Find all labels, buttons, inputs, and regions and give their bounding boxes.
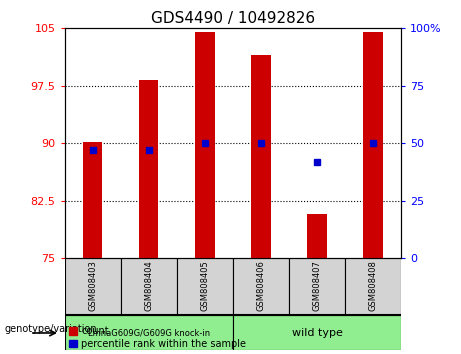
Text: GSM808406: GSM808406	[256, 260, 266, 311]
Bar	[65, 315, 233, 350]
Text: GSM808405: GSM808405	[200, 260, 209, 311]
Bar	[65, 258, 121, 315]
Bar	[233, 315, 401, 350]
Bar	[251, 55, 271, 258]
Bar	[195, 32, 214, 258]
Bar	[177, 258, 233, 315]
Bar	[289, 258, 345, 315]
Bar	[363, 32, 383, 258]
Title: GDS4490 / 10492826: GDS4490 / 10492826	[151, 11, 315, 26]
Bar	[83, 142, 102, 258]
Text: genotype/variation: genotype/variation	[5, 324, 97, 335]
Text: GSM808407: GSM808407	[313, 260, 321, 311]
Bar	[307, 214, 327, 258]
Text: wild type: wild type	[291, 328, 343, 338]
Text: GSM808403: GSM808403	[88, 260, 97, 311]
Bar	[139, 80, 159, 258]
Text: GSM808408: GSM808408	[368, 260, 378, 311]
Bar	[233, 258, 289, 315]
Bar	[121, 258, 177, 315]
Text: GSM808404: GSM808404	[144, 260, 153, 311]
Text: LmnaG609G/G609G knock-in: LmnaG609G/G609G knock-in	[88, 329, 210, 337]
Bar	[345, 258, 401, 315]
Legend: count, percentile rank within the sample: count, percentile rank within the sample	[70, 326, 246, 349]
